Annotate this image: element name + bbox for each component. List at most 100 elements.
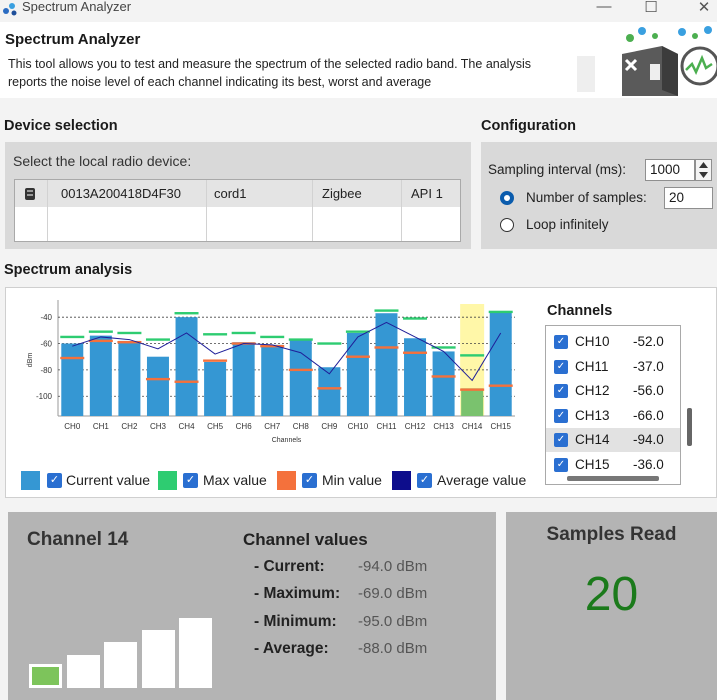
channels-list[interactable]: ✓ CH10 -52.0 ✓ CH11 -37.0 ✓ CH12 -56.0 ✓ CH13 -66.0…: [545, 325, 681, 485]
samples-read-panel: Samples Read 20: [506, 512, 717, 700]
channel-row-ch12[interactable]: ✓ CH12 -56.0: [546, 379, 680, 403]
max-marker-ch0: [60, 335, 85, 339]
spectrum-analysis-title: Spectrum analysis: [4, 262, 133, 278]
max-marker-ch15: [488, 310, 513, 314]
sampling-interval-label: Sampling interval (ms):: [488, 162, 627, 177]
bar-ch15: [489, 311, 512, 416]
channel-checkbox[interactable]: ✓: [554, 384, 568, 398]
bar-ch2: [118, 340, 141, 416]
legend-current-label: Current value: [66, 472, 151, 488]
header: Spectrum Analyzer This tool allows you t…: [0, 22, 717, 98]
channels-vertical-scrollbar[interactable]: [687, 408, 692, 446]
legend-average-label: Average value: [437, 472, 527, 488]
device-table: 0013A200418D4F30 cord1 Zigbee API 1: [14, 179, 461, 242]
min-marker-ch12: [403, 351, 428, 354]
min-marker-ch13: [431, 375, 456, 378]
x-axis-label: Channels: [272, 437, 302, 444]
average-label: - Average:: [254, 640, 329, 657]
channels-horizontal-scrollbar[interactable]: [567, 476, 659, 481]
column-divider: [206, 180, 207, 241]
legend-current-swatch: [21, 471, 40, 490]
spectrum-chart: -40 -60 -80 -100 dBm CH0 CH1 CH2 CH3 CH4 CH5 CH6 CH7…: [27, 300, 515, 444]
minimize-button[interactable]: —: [596, 0, 612, 15]
x-tick-label: CH9: [321, 422, 338, 431]
channel-checkbox[interactable]: ✓: [554, 433, 568, 447]
legend-max-label: Max value: [203, 472, 267, 488]
current-label: - Current:: [254, 558, 325, 575]
max-marker-ch5: [203, 333, 228, 336]
legend-current-checkbox[interactable]: ✓: [47, 473, 62, 488]
channel-name: CH12: [575, 383, 610, 398]
channel-checkbox[interactable]: ✓: [554, 335, 568, 349]
channel-name: CH13: [575, 407, 610, 423]
legend-min-label: Min value: [322, 472, 382, 488]
channel-checkbox[interactable]: ✓: [554, 408, 568, 423]
bar-ch1: [89, 335, 112, 416]
sampling-interval-input[interactable]: 1000: [645, 159, 695, 181]
x-tick-label: CH3: [150, 422, 167, 431]
minimum-value: -95.0 dBm: [358, 613, 428, 630]
bar-ch13: [432, 351, 455, 416]
legend-average-checkbox[interactable]: ✓: [417, 473, 432, 488]
min-marker-ch5: [203, 359, 228, 362]
x-tick-label: CH7: [264, 422, 281, 431]
column-divider: [47, 180, 48, 241]
bar-ch8: [289, 339, 312, 416]
channel-value: -36.0: [633, 456, 664, 472]
channel-checkbox[interactable]: ✓: [554, 457, 568, 472]
number-of-samples-radio[interactable]: [500, 191, 514, 205]
channel-row-ch14[interactable]: ✓ CH14 -94.0: [546, 428, 680, 452]
header-title: Spectrum Analyzer: [5, 31, 141, 48]
legend-max-swatch: [158, 471, 177, 490]
legend-min-checkbox[interactable]: ✓: [302, 473, 317, 488]
max-marker-ch3: [145, 338, 170, 341]
channel-row-ch13[interactable]: ✓ CH13 -66.0: [546, 404, 680, 428]
chevron-up-icon: [699, 162, 708, 168]
device-row[interactable]: 0013A200418D4F30 cord1 Zigbee API 1: [15, 180, 460, 208]
channel-row-ch11[interactable]: ✓ CH11 -37.0: [546, 355, 680, 379]
legend-min-swatch: [277, 471, 296, 490]
y-axis-label: dBm: [27, 353, 34, 368]
signal-bar-3: [104, 642, 137, 688]
description-scrollbar[interactable]: [577, 56, 595, 92]
bar-ch14: [461, 388, 484, 416]
number-of-samples-input[interactable]: 20: [664, 187, 713, 209]
min-marker-ch0: [60, 356, 85, 360]
x-tick-label: CH0: [64, 422, 81, 431]
channel-detail-panel: Channel 14 Channel values - Current: -94…: [8, 512, 496, 700]
device-prompt: Select the local radio device:: [13, 153, 192, 169]
channel-row-ch15[interactable]: ✓ CH15 -36.0: [546, 453, 680, 477]
x-tick-label: CH12: [405, 422, 426, 431]
channel-name: CH14: [575, 432, 610, 447]
configuration-title: Configuration: [481, 118, 577, 134]
min-marker-ch2: [117, 341, 142, 344]
signal-bar-4: [142, 630, 175, 688]
x-tick-label: CH1: [93, 422, 110, 431]
max-marker-ch14: [460, 354, 485, 357]
loop-infinitely-label: Loop infinitely: [526, 217, 609, 232]
channel-checkbox[interactable]: ✓: [554, 359, 568, 374]
bar-ch3: [146, 356, 169, 416]
device-name: cord1: [214, 186, 247, 201]
channel-title: Channel 14: [27, 529, 129, 550]
device-selection-panel: Select the local radio device: 0013A2004…: [5, 142, 471, 249]
x-tick-label: CH8: [293, 422, 310, 431]
x-tick-label: CH5: [207, 422, 224, 431]
legend-max-checkbox[interactable]: ✓: [183, 473, 198, 488]
x-tick-label: CH4: [179, 422, 196, 431]
signal-level-fill: [29, 664, 62, 688]
sampling-interval-stepper[interactable]: [695, 159, 712, 181]
channels-title: Channels: [547, 303, 613, 319]
maximum-label: - Maximum:: [254, 585, 341, 602]
legend-average-swatch: [392, 471, 411, 490]
close-button[interactable]: ✕: [697, 0, 711, 16]
min-marker-ch7: [260, 344, 285, 348]
x-tick-label: CH13: [433, 422, 454, 431]
maximize-button[interactable]: ☐: [644, 0, 658, 16]
device-mode: API 1: [411, 186, 443, 201]
channel-row-ch10[interactable]: ✓ CH10 -52.0: [546, 330, 680, 354]
signal-bar-2: [67, 655, 100, 688]
loop-infinitely-radio[interactable]: [500, 218, 514, 232]
y-tick-label: -40: [40, 313, 52, 322]
min-marker-ch11: [374, 346, 399, 349]
